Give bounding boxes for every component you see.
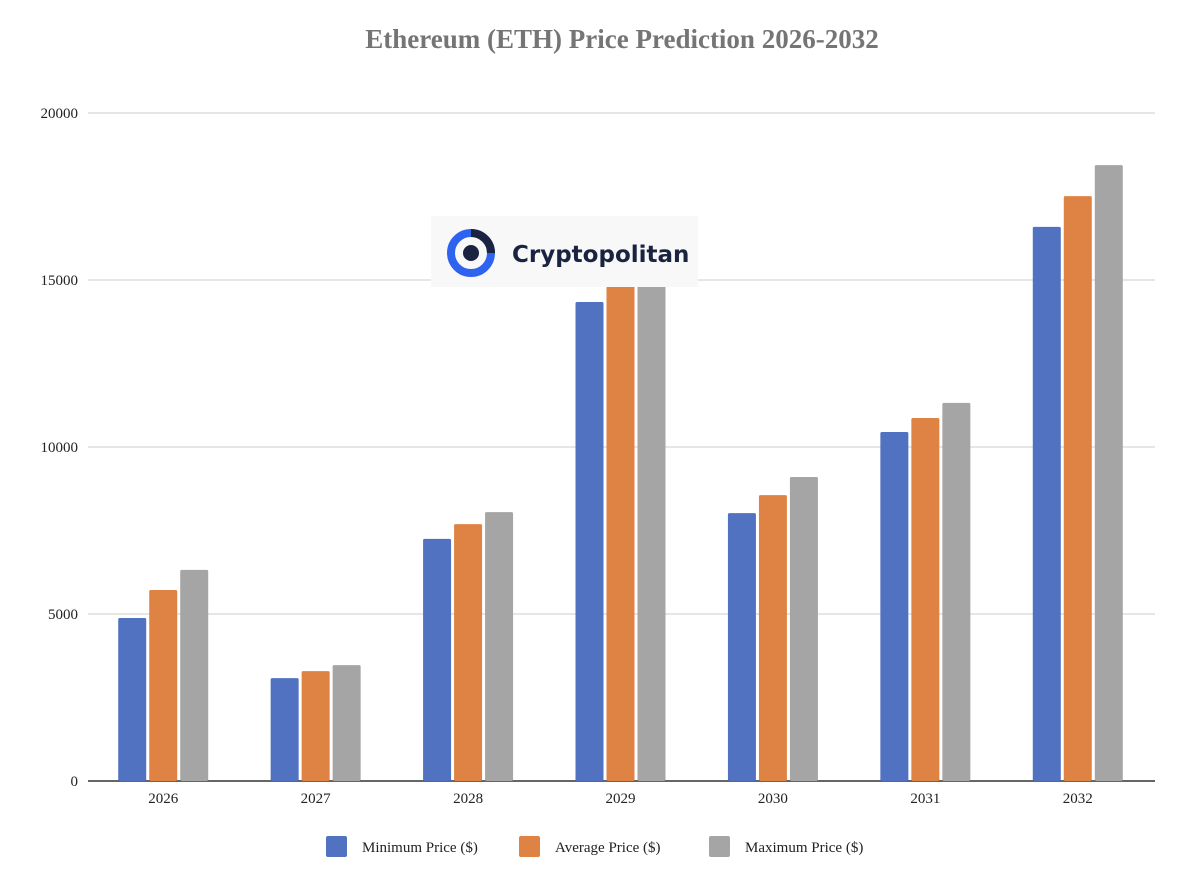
- legend-label: Maximum Price ($): [745, 840, 863, 856]
- legend-swatch: [326, 836, 347, 857]
- bar-average-2031: [911, 417, 940, 781]
- bar-maximum-2032: [1094, 165, 1123, 781]
- bar-maximum-2027: [332, 665, 361, 781]
- y-tick-label: 10000: [41, 440, 79, 456]
- x-tick-label: 2027: [301, 791, 332, 807]
- legend-label: Minimum Price ($): [362, 840, 478, 856]
- logo-text: Cryptopolitan: [512, 242, 689, 268]
- bar-average-2028: [454, 524, 483, 781]
- legend-swatch: [709, 836, 730, 857]
- bar-maximum-2028: [485, 512, 514, 781]
- bar-average-2026: [149, 589, 178, 781]
- bar-minimum-2028: [423, 538, 452, 781]
- bar-minimum-2032: [1032, 226, 1061, 782]
- x-tick-label: 2026: [148, 791, 179, 807]
- x-tick-label: 2028: [453, 791, 483, 807]
- bar-maximum-2029: [637, 246, 666, 782]
- x-tick-label: 2031: [910, 791, 940, 807]
- chart-title: Ethereum (ETH) Price Prediction 2026-203…: [365, 24, 878, 54]
- y-tick-label: 0: [71, 774, 79, 790]
- bar-minimum-2027: [270, 678, 299, 781]
- legend-swatch: [519, 836, 540, 857]
- bar-minimum-2030: [727, 513, 756, 781]
- bar-average-2029: [606, 273, 635, 781]
- bar-average-2027: [301, 671, 330, 781]
- bar-maximum-2031: [942, 402, 971, 781]
- bar-maximum-2026: [180, 569, 209, 781]
- x-tick-label: 2030: [758, 791, 788, 807]
- y-tick-label: 20000: [41, 106, 79, 122]
- legend-label: Average Price ($): [555, 840, 661, 856]
- bar-minimum-2031: [880, 431, 909, 781]
- x-tick-label: 2029: [606, 791, 636, 807]
- bar-minimum-2026: [118, 618, 147, 781]
- bar-average-2030: [758, 495, 787, 781]
- bar-minimum-2029: [575, 302, 604, 781]
- y-tick-label: 5000: [48, 607, 78, 623]
- x-tick-label: 2032: [1063, 791, 1093, 807]
- cryptopolitan-logo: Cryptopolitan: [431, 216, 698, 287]
- bar-maximum-2030: [789, 477, 818, 781]
- bar-average-2032: [1063, 196, 1092, 781]
- y-tick-label: 15000: [41, 273, 79, 289]
